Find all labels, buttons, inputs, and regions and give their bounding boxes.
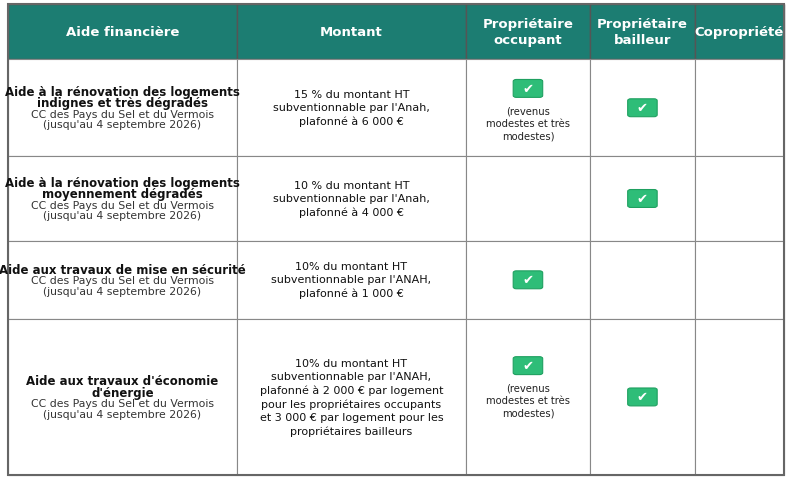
Bar [466, 157, 590, 241]
Bar [8, 157, 237, 241]
Bar [237, 60, 466, 157]
Bar [8, 60, 237, 157]
Text: (jusqu'au 4 septembre 2026): (jusqu'au 4 septembre 2026) [44, 120, 201, 130]
Text: 15 % du montant HT
subventionnable par l'Anah,
plafonné à 6 000 €: 15 % du montant HT subventionnable par l… [273, 90, 430, 127]
FancyBboxPatch shape [513, 80, 543, 98]
Bar [590, 319, 695, 475]
Text: moyennement dégradés: moyennement dégradés [42, 188, 203, 201]
Bar [237, 5, 466, 60]
Text: ✔: ✔ [637, 192, 648, 205]
Text: d'énergie: d'énergie [91, 386, 154, 399]
FancyBboxPatch shape [628, 99, 657, 118]
Text: ✔: ✔ [637, 102, 648, 115]
FancyBboxPatch shape [513, 271, 543, 289]
Text: ✔: ✔ [523, 274, 534, 287]
Bar [8, 5, 237, 60]
Text: CC des Pays du Sel et du Vermois: CC des Pays du Sel et du Vermois [31, 276, 214, 286]
Bar [695, 319, 784, 475]
Text: (revenus
modestes et très
modestes): (revenus modestes et très modestes) [486, 383, 570, 418]
Bar [695, 157, 784, 241]
Text: ✔: ✔ [523, 360, 534, 372]
Bar [590, 241, 695, 319]
Text: CC des Pays du Sel et du Vermois: CC des Pays du Sel et du Vermois [31, 110, 214, 120]
Bar [466, 60, 590, 157]
Bar [590, 5, 695, 60]
Text: (jusqu'au 4 septembre 2026): (jusqu'au 4 septembre 2026) [44, 286, 201, 296]
Bar [590, 60, 695, 157]
Text: Aide à la rénovation des logements: Aide à la rénovation des logements [5, 86, 240, 99]
Bar [695, 241, 784, 319]
Bar [695, 60, 784, 157]
Bar [590, 157, 695, 241]
FancyBboxPatch shape [513, 357, 543, 375]
Text: Montant: Montant [320, 26, 383, 39]
FancyBboxPatch shape [628, 190, 657, 208]
Bar [237, 319, 466, 475]
Text: 10% du montant HT
subventionnable par l'ANAH,
plafonné à 1 000 €: 10% du montant HT subventionnable par l'… [272, 262, 432, 299]
Text: ✔: ✔ [637, 391, 648, 404]
Text: CC des Pays du Sel et du Vermois: CC des Pays du Sel et du Vermois [31, 200, 214, 210]
Text: (revenus
modestes et très
modestes): (revenus modestes et très modestes) [486, 106, 570, 141]
FancyBboxPatch shape [628, 388, 657, 406]
Bar [237, 241, 466, 319]
Text: (jusqu'au 4 septembre 2026): (jusqu'au 4 septembre 2026) [44, 211, 201, 221]
Bar [466, 5, 590, 60]
Text: Aide aux travaux d'économie: Aide aux travaux d'économie [26, 374, 219, 387]
Text: Copropriété: Copropriété [695, 26, 784, 39]
Bar [466, 319, 590, 475]
Bar [237, 157, 466, 241]
Text: ✔: ✔ [523, 83, 534, 96]
Text: Propriétaire
occupant: Propriétaire occupant [482, 18, 573, 47]
Text: Aide aux travaux de mise en sécurité: Aide aux travaux de mise en sécurité [0, 263, 246, 276]
Bar [8, 241, 237, 319]
Bar [8, 319, 237, 475]
Bar [466, 241, 590, 319]
Text: (jusqu'au 4 septembre 2026): (jusqu'au 4 septembre 2026) [44, 409, 201, 419]
Text: CC des Pays du Sel et du Vermois: CC des Pays du Sel et du Vermois [31, 398, 214, 408]
Text: Aide financière: Aide financière [66, 26, 179, 39]
Text: 10 % du montant HT
subventionnable par l'Anah,
plafonné à 4 000 €: 10 % du montant HT subventionnable par l… [273, 180, 430, 217]
Text: Propriétaire
bailleur: Propriétaire bailleur [597, 18, 688, 47]
Text: Aide à la rénovation des logements: Aide à la rénovation des logements [5, 176, 240, 189]
Bar [695, 5, 784, 60]
Text: 10% du montant HT
subventionnable par l'ANAH,
plafonné à 2 000 € par logement
po: 10% du montant HT subventionnable par l'… [260, 358, 444, 436]
Text: indignes et très dégradés: indignes et très dégradés [37, 97, 208, 110]
